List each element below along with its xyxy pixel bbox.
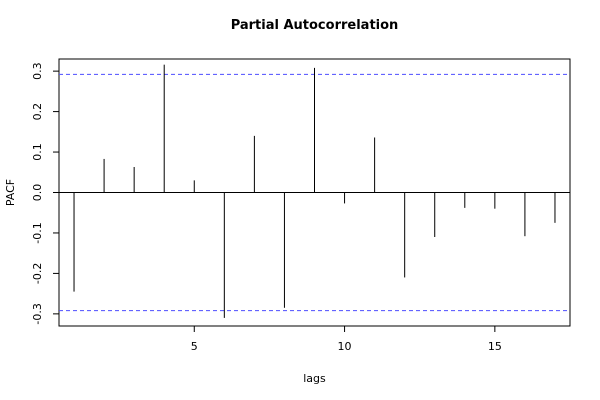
y-tick-label-2: -0.1 xyxy=(31,222,44,243)
y-tick-label-1: -0.2 xyxy=(31,263,44,284)
y-axis: -0.3 -0.2 -0.1 0.0 0.1 0.2 0.3 xyxy=(31,62,59,325)
x-tick-label-10: 10 xyxy=(338,340,352,353)
x-tick-label-15: 15 xyxy=(488,340,502,353)
y-tick-label-0: -0.3 xyxy=(31,303,44,324)
x-axis: 5 10 15 xyxy=(191,326,502,353)
y-axis-label: PACF xyxy=(4,179,17,206)
chart-title: Partial Autocorrelation xyxy=(231,18,399,33)
x-axis-label: lags xyxy=(303,372,326,385)
y-tick-label-6: 0.3 xyxy=(31,62,44,80)
y-tick-label-5: 0.2 xyxy=(31,103,44,121)
y-tick-label-4: 0.1 xyxy=(31,143,44,161)
x-tick-label-5: 5 xyxy=(191,340,198,353)
y-tick-label-3: 0.0 xyxy=(31,184,44,202)
pacf-bars xyxy=(73,64,556,318)
